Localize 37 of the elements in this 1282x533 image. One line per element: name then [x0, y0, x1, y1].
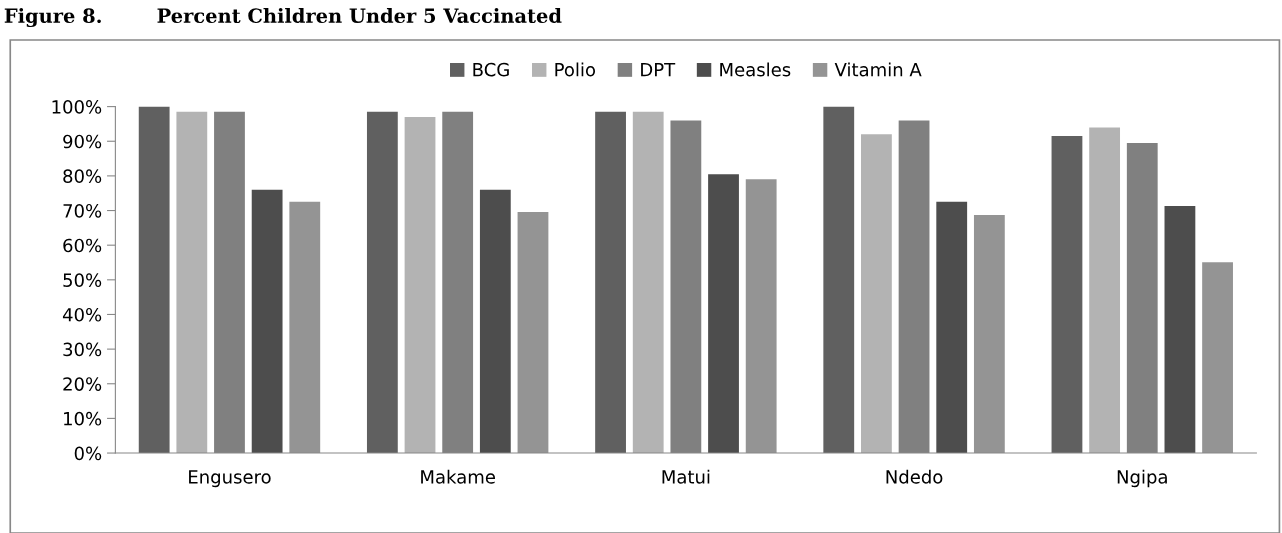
y-tick-label: 0%	[74, 446, 102, 461]
bar	[1051, 136, 1083, 454]
bar	[632, 111, 664, 454]
chart-title: Figure 8. Percent Children Under 5 Vaccinated	[4, 7, 562, 28]
x-tick-label: Matui	[662, 469, 710, 484]
bar	[479, 189, 511, 454]
y-tick-label: 70%	[63, 203, 102, 218]
y-tick-label: 80%	[63, 169, 102, 184]
bar	[138, 106, 170, 454]
legend-label: Measles	[720, 62, 791, 77]
bar	[595, 111, 626, 454]
x-tick-label: Makame	[421, 469, 495, 484]
bar	[366, 111, 398, 454]
legend-label: BCG	[473, 62, 509, 77]
legend-label: DPT	[641, 63, 676, 77]
legend-label: Polio	[555, 62, 596, 77]
x-tick-label: Ngipa	[1117, 469, 1167, 488]
y-tick-label: 60%	[63, 238, 102, 253]
bar	[1089, 127, 1121, 454]
bar	[823, 106, 855, 454]
bar	[936, 201, 968, 454]
y-tick-label: 20%	[63, 377, 102, 391]
y-tick-label: 10%	[64, 411, 102, 426]
bar	[251, 189, 283, 454]
x-tick-label: Ndedo	[886, 469, 943, 484]
bar	[1164, 206, 1196, 454]
x-tick-label: Engusero	[189, 470, 271, 488]
bar	[861, 134, 892, 454]
y-tick-label: 50%	[63, 273, 102, 287]
bar	[176, 111, 208, 454]
y-tick-label: 30%	[63, 342, 102, 357]
bar	[708, 174, 739, 454]
legend-label: Vitamin A	[834, 62, 922, 77]
y-tick-label: 90%	[63, 134, 102, 149]
y-tick-label: 100%	[52, 100, 102, 114]
bar	[404, 116, 436, 454]
y-tick-label: 40%	[62, 307, 102, 322]
